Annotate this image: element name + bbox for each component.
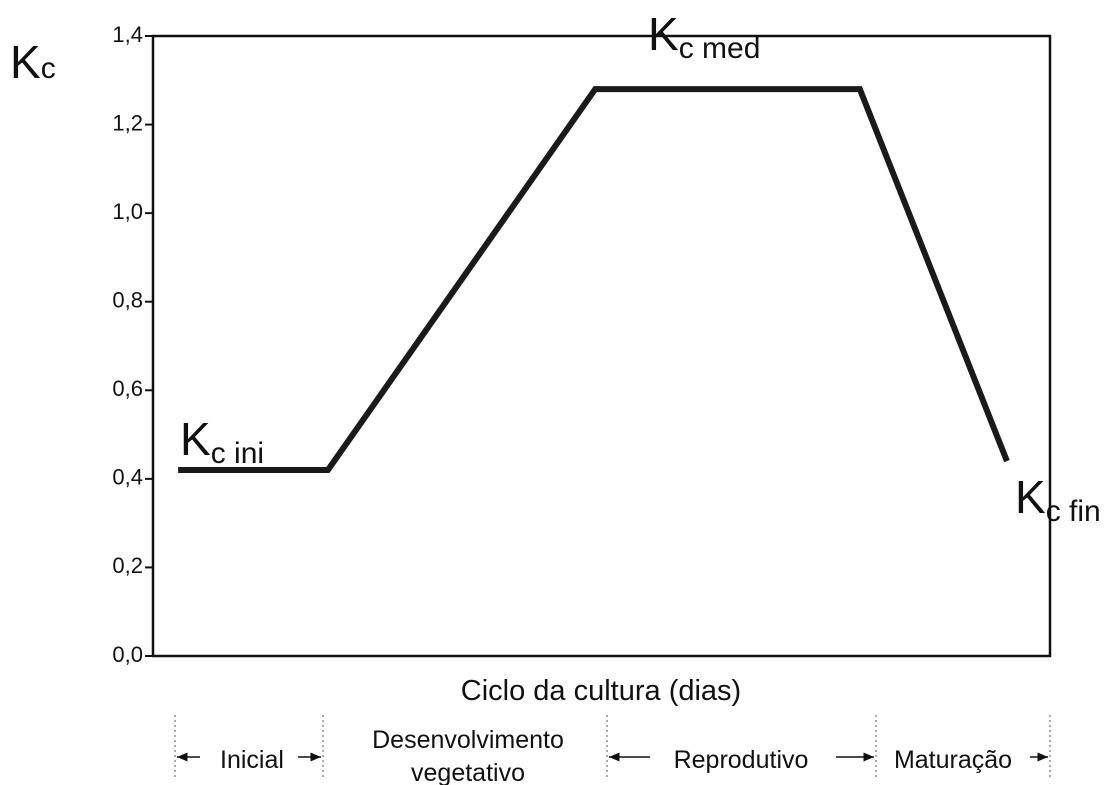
annotation-sub: c ini [211,437,264,470]
annotation: Kc ini [180,413,264,470]
y-tick-label: 1,4 [112,22,143,47]
stage-label: Maturação [894,746,1012,774]
annotation: Kc fin [1015,471,1101,528]
stage-label: Inicial [220,746,284,774]
y-tick-label: 1,0 [112,199,143,224]
y-axis-label: Kc [10,36,56,88]
y-tick-label: 0,2 [112,553,143,578]
annotation-sub: c med [679,32,761,65]
y-label-sub: c [41,52,56,85]
stage-label: Reprodutivo [674,746,809,774]
annotation-main: K [180,413,211,465]
plot-frame [151,34,1052,658]
y-tick-label: 1,2 [112,110,143,135]
stage-dividers [174,715,1051,780]
annotation-main: K [1015,471,1046,523]
y-label-main: K [10,36,41,88]
stage-label: Desenvolvimento [372,726,564,754]
y-tick-label: 0,4 [112,465,143,490]
x-axis-label: Ciclo da cultura (dias) [461,675,741,707]
y-tick-label: 0,6 [112,376,143,401]
y-tick-label: 0,8 [112,288,143,313]
annotation: Kc med [648,8,760,65]
kc-line [178,86,1010,473]
annotation-main: K [648,8,679,60]
stage-label: vegetativo [411,759,525,785]
annotation-sub: c fin [1046,495,1101,528]
y-tick-label: 0,0 [112,642,143,667]
